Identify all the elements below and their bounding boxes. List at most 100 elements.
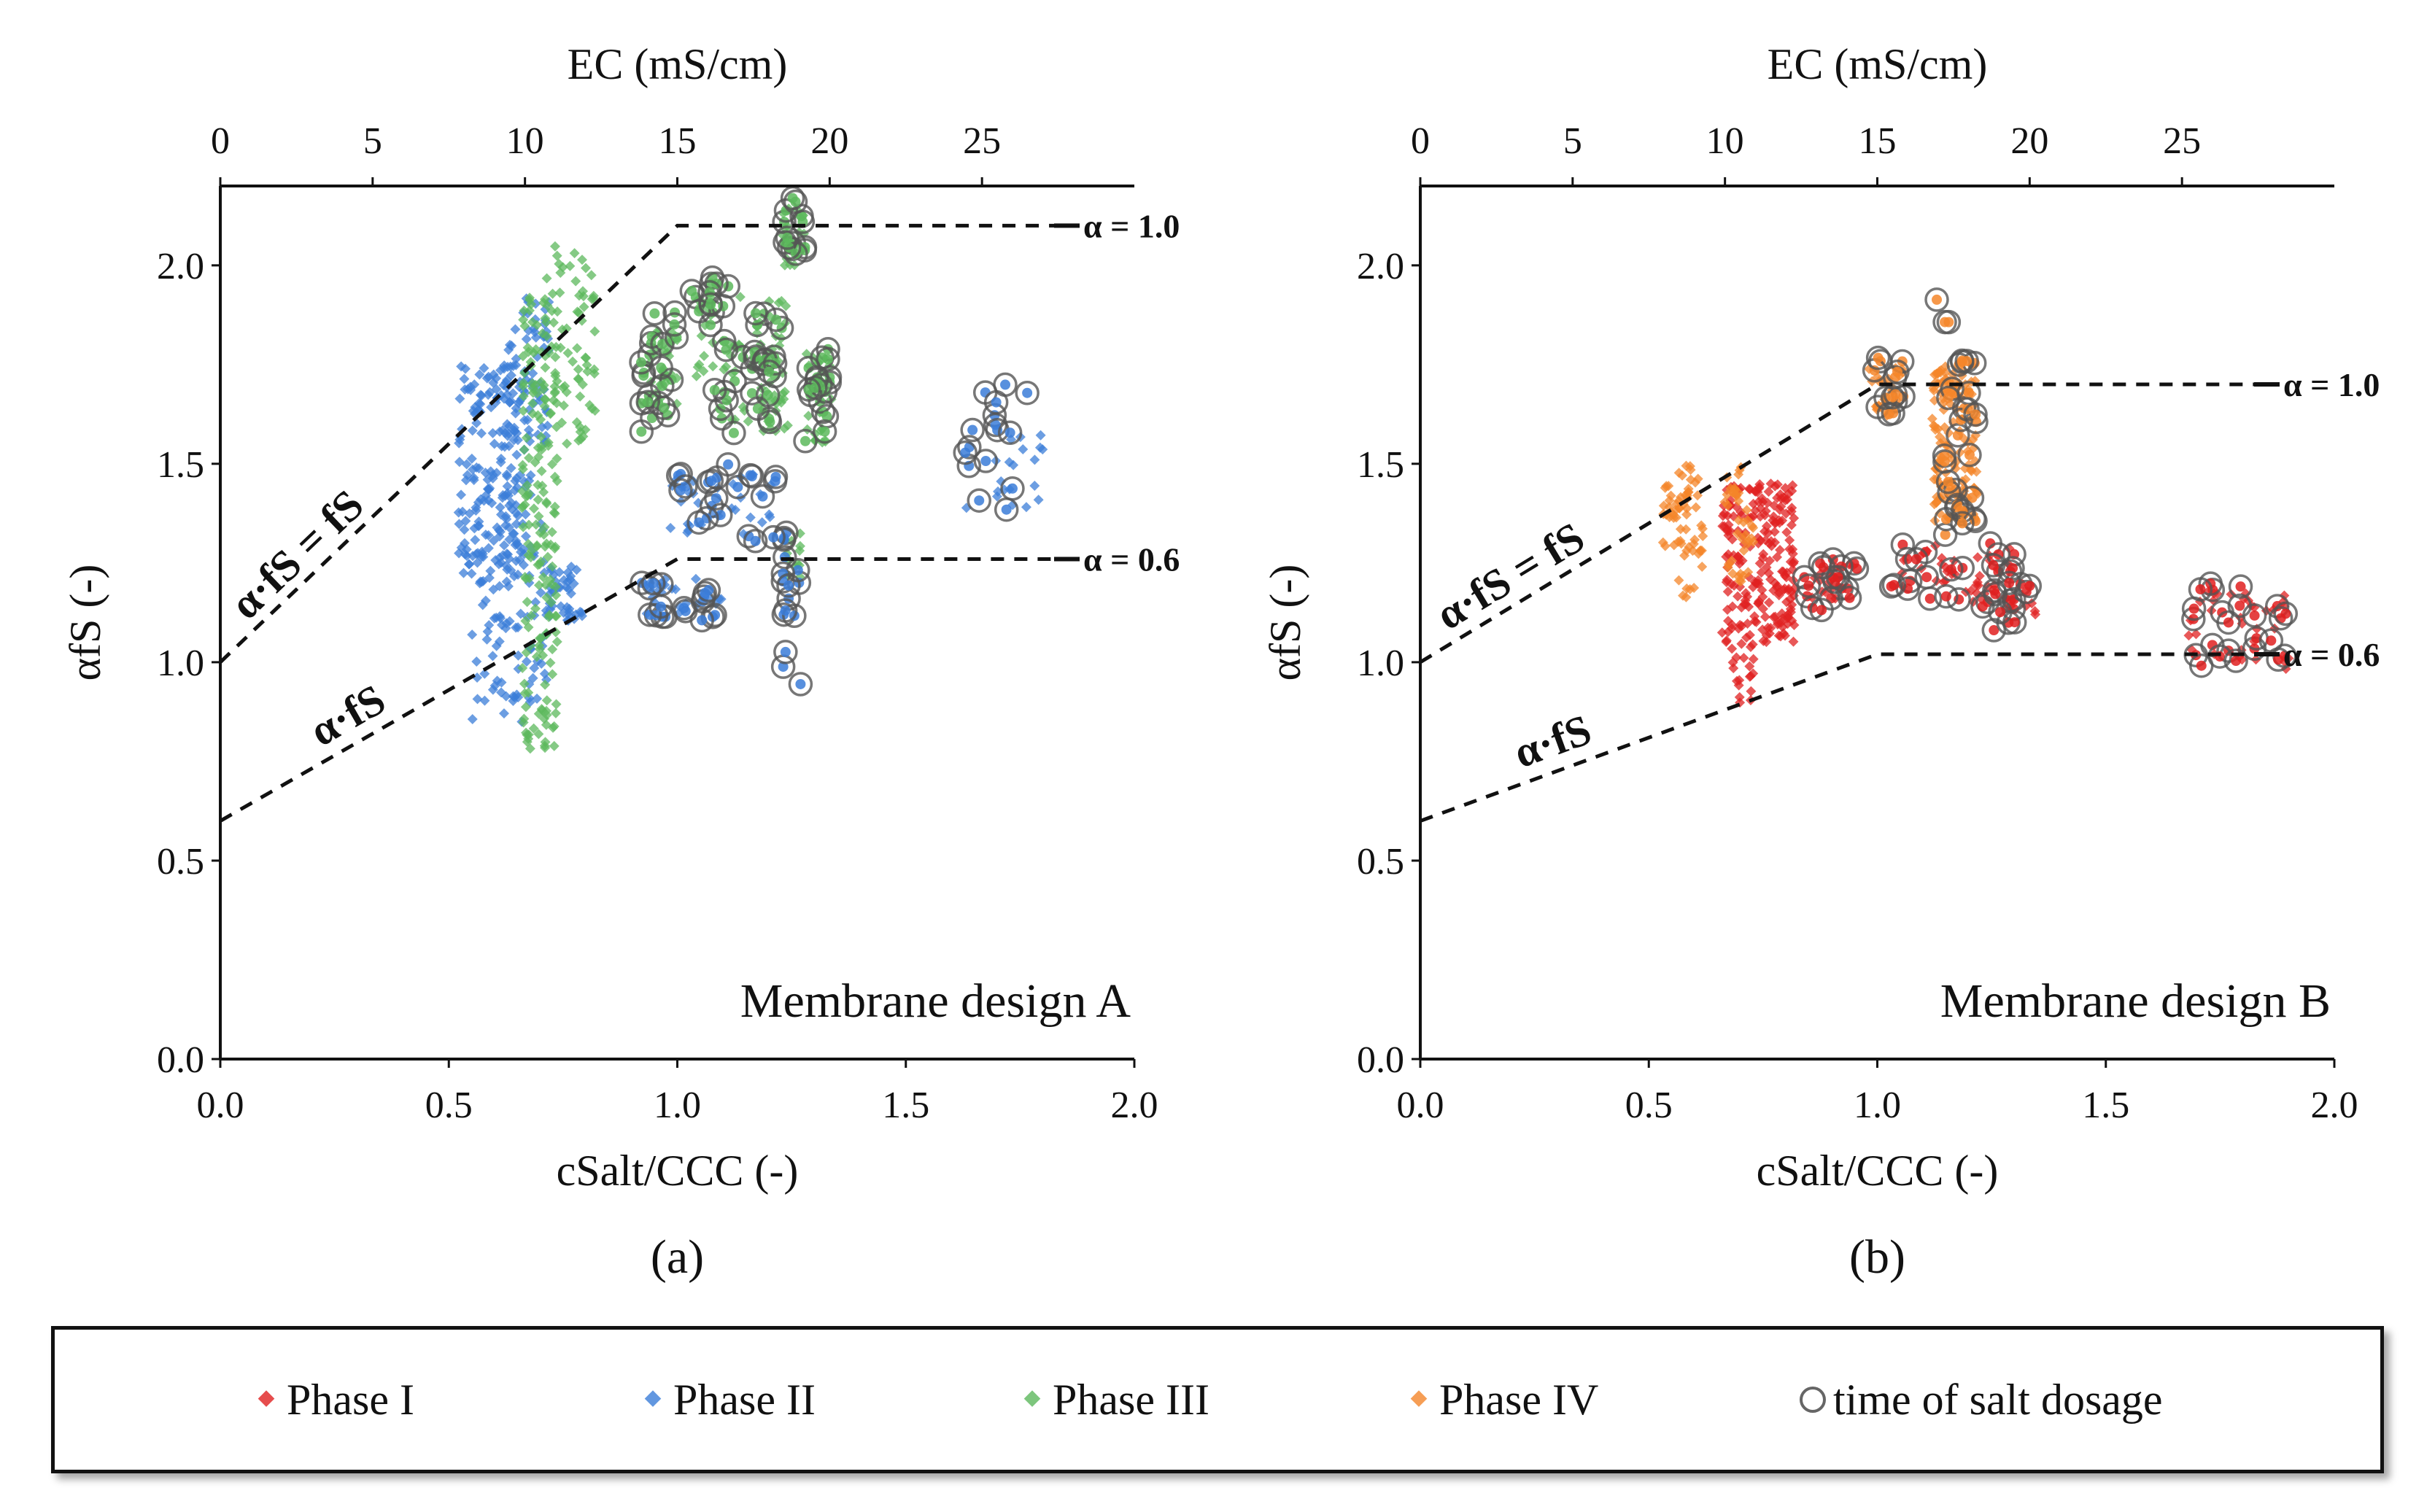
data-point <box>541 498 552 509</box>
salt-dosage-marker <box>743 529 768 554</box>
panel-b: 0.0 0.5 1.0 1.5 2.0 0.0 0.5 1.0 1.5 2.0 0 5 10 15 20 25… <box>1261 40 2380 1284</box>
data-point <box>1776 501 1786 512</box>
panel-b-title: Membrane design B <box>1940 974 2331 1028</box>
x-tick-label: 0.5 <box>425 1085 473 1126</box>
data-point <box>476 428 487 439</box>
data-point <box>1782 494 1793 505</box>
data-point <box>504 500 515 511</box>
salt-dosage-marker <box>762 351 788 376</box>
data-point <box>511 508 522 519</box>
salt-dosage-point <box>1940 591 1951 602</box>
legend-label-phase-iv: Phase IV <box>1439 1376 1598 1424</box>
data-point <box>1721 635 1732 646</box>
data-point <box>535 376 546 387</box>
salt-dosage-point <box>771 314 782 325</box>
data-point <box>1748 654 1759 664</box>
salt-dosage-marker <box>761 524 786 550</box>
salt-dosage-marker <box>983 389 1009 415</box>
panel-a-marks <box>219 185 1080 823</box>
data-point <box>519 678 530 689</box>
data-point <box>541 695 552 706</box>
salt-dosage-point <box>764 366 775 377</box>
line-upper <box>1419 382 2280 664</box>
legend-marker-phase-iii <box>1023 1390 1041 1407</box>
data-point <box>1770 611 1781 622</box>
data-point <box>503 344 514 355</box>
data-point <box>1035 430 1046 441</box>
salt-dosage-point <box>1946 564 1956 575</box>
panel-b-line-upper-label: α = 1.0 <box>2283 366 2380 403</box>
salt-dosage-point <box>1952 430 1963 441</box>
data-point <box>484 484 495 495</box>
data-point <box>1679 550 1690 561</box>
line-lower <box>1420 652 2280 823</box>
data-point <box>555 601 566 612</box>
data-point <box>550 707 561 718</box>
data-point <box>1965 465 1976 476</box>
data-point <box>589 405 600 416</box>
data-point <box>1723 530 1734 541</box>
data-point <box>1719 508 1730 519</box>
panel-a-annotation-lower: α·fS <box>301 675 393 755</box>
data-point <box>480 595 491 606</box>
top-tick-label: 10 <box>506 120 544 162</box>
data-point <box>548 722 559 733</box>
x-tick-label: 0.5 <box>1625 1085 1673 1126</box>
data-point <box>550 352 561 363</box>
data-point <box>535 431 546 442</box>
salt-dosage-point <box>800 435 810 446</box>
data-point <box>1752 486 1763 497</box>
salt-dosage-marker <box>2273 601 2299 627</box>
data-point <box>530 603 541 614</box>
salt-dosage-point <box>1007 483 1018 494</box>
data-point <box>546 527 557 538</box>
data-point <box>478 551 489 562</box>
data-point <box>522 656 533 667</box>
data-point <box>542 551 553 562</box>
salt-dosage-point <box>723 459 734 470</box>
data-point <box>543 441 554 451</box>
data-point <box>456 489 467 500</box>
data-point <box>1755 535 1766 546</box>
salt-dosage-marker <box>702 377 727 403</box>
data-point <box>530 457 541 468</box>
salt-dosage-point <box>1967 492 1978 503</box>
data-point <box>549 241 560 252</box>
data-point <box>461 459 472 470</box>
salt-dosage-point <box>728 427 739 438</box>
salt-dosage-point <box>646 331 657 342</box>
data-point <box>533 580 544 591</box>
data-point <box>522 597 533 608</box>
data-point <box>1777 515 1788 526</box>
salt-dosage-point <box>643 397 654 408</box>
salt-dosage-marker <box>773 545 797 570</box>
salt-dosage-point <box>2249 610 2260 621</box>
y-tick-label: 0.0 <box>1357 1039 1404 1081</box>
data-point <box>1772 619 1783 630</box>
data-point <box>524 519 535 530</box>
salt-dosage-marker <box>679 279 705 303</box>
data-point <box>2030 609 2041 620</box>
data-point <box>508 435 519 446</box>
data-point <box>1742 538 1753 549</box>
data-point <box>479 695 490 706</box>
salt-dosage-point <box>980 455 991 466</box>
data-point <box>1785 594 1796 605</box>
data-point <box>1747 639 1758 650</box>
panel-b-line-lower-label: α = 0.6 <box>2283 636 2380 673</box>
data-point <box>459 538 470 548</box>
data-point <box>541 330 552 341</box>
data-point <box>581 360 592 371</box>
data-point <box>549 543 560 554</box>
top-tick-label: 0 <box>1411 120 1430 162</box>
data-point <box>499 540 510 551</box>
salt-dosage-marker <box>2017 573 2043 599</box>
salt-dosage-marker <box>2188 577 2213 602</box>
data-point <box>458 567 469 578</box>
data-point <box>745 512 756 523</box>
salt-dosage-point <box>700 588 711 599</box>
salt-dosage-point <box>1873 352 1884 363</box>
data-point <box>548 317 559 328</box>
data-point <box>539 400 550 411</box>
data-point <box>523 621 534 632</box>
